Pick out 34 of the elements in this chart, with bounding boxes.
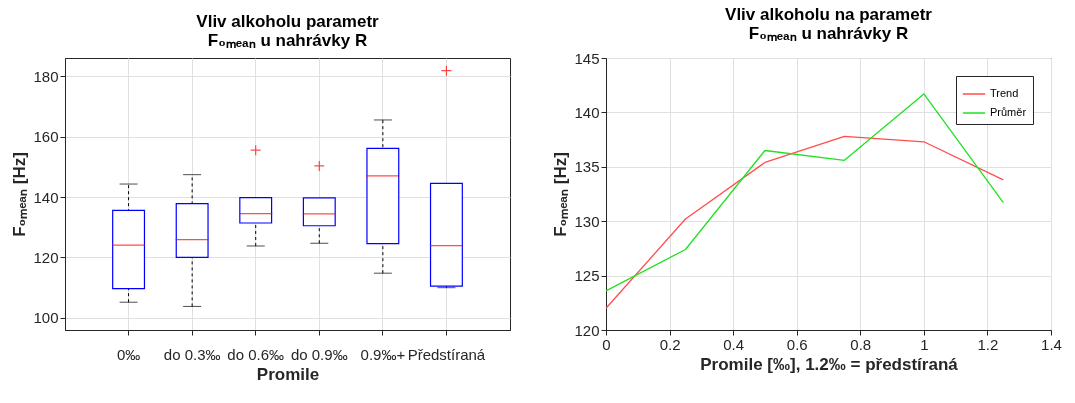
line-series <box>605 135 1004 309</box>
y-tick-label: 120 <box>574 321 600 339</box>
x-tick-label: 0.6 <box>786 335 808 353</box>
x-tick-label: do 0.9‰ <box>290 345 348 363</box>
x-tick-label: do 0.3‰ <box>163 345 221 363</box>
x-tick-label: 0‰ <box>116 345 141 363</box>
y-tick-label: 140 <box>33 188 59 206</box>
x-tick-label: do 0.6‰ <box>227 345 285 363</box>
x-tick-label: 1.2 <box>977 335 999 353</box>
y-tick-label: 160 <box>33 128 59 146</box>
x-tick-label: 0.2 <box>659 335 681 353</box>
legend-label: Trend <box>990 87 1019 99</box>
y-tick-label: 180 <box>33 67 59 85</box>
x-tick-label: 0.8 <box>850 335 872 353</box>
y-tick-label: 140 <box>574 103 600 121</box>
y-tick-label: 130 <box>574 212 600 230</box>
chart-title: Vliv alkoholu na parametr F₀ₘₑₐₙ u nahrávky R <box>725 5 933 43</box>
y-axis-title: F₀ₘₑₐₙ [Hz] <box>551 152 571 237</box>
y-tick-label: 120 <box>33 248 59 266</box>
x-tick-label: Předstíraná <box>407 345 486 363</box>
y-tick-label: 125 <box>574 267 600 285</box>
x-axis-title: Promile [‰], 1.2‰ = předstíraná <box>700 354 959 374</box>
x-tick-label: 0.4 <box>723 335 745 353</box>
x-axis-title: Promile <box>256 364 320 384</box>
y-tick-label: 100 <box>33 309 59 327</box>
x-tick-label: 1.4 <box>1041 335 1062 353</box>
chart-title: Vliv alkoholu parametr F₀ₘₑₐₙ u nahrávky R <box>196 12 380 50</box>
y-tick-label: 135 <box>574 158 600 176</box>
y-tick-label: 145 <box>574 49 600 67</box>
x-tick-label: 0 <box>602 335 611 353</box>
y-axis-title: F₀ₘₑₐₙ [Hz] <box>10 152 30 237</box>
legend-label: Průměr <box>990 106 1027 118</box>
x-tick-label: 0.9‰+ <box>360 345 406 363</box>
x-tick-label: 1 <box>920 335 929 353</box>
